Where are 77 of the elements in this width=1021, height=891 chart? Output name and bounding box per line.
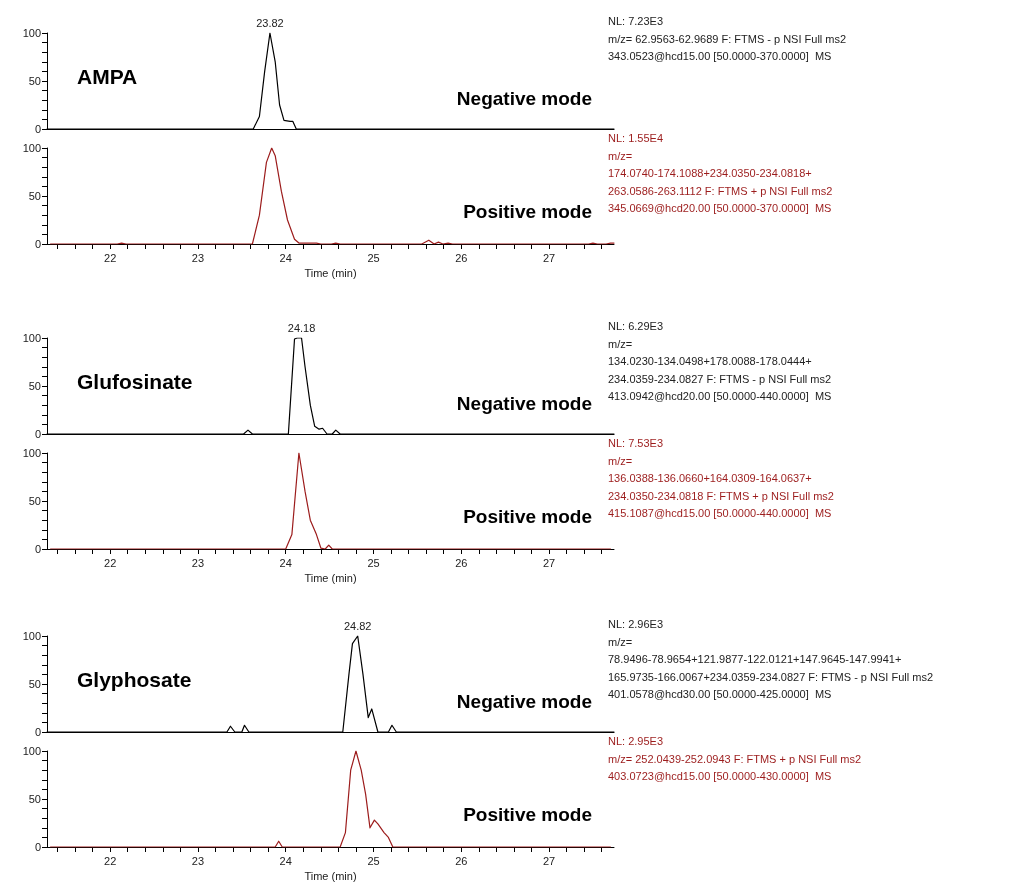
x-tick-label: 27 [542, 251, 556, 264]
y-tick-label: 100 [22, 332, 41, 344]
y-tick-label: 100 [22, 630, 41, 642]
y-tick-label: 100 [22, 745, 41, 757]
y-tick-label: 50 [28, 380, 41, 392]
text: Glufosinate [77, 370, 193, 393]
text: Glyphosate [77, 668, 192, 691]
y-tick-label: 0 [34, 238, 41, 250]
y-tick-label: 0 [34, 543, 41, 555]
x-axis-title: Time (min) [304, 267, 357, 280]
y-tick-label: 100 [22, 27, 41, 39]
x-axis-title: Time (min) [304, 870, 357, 883]
annotation: 413.0942@hcd20.00 [50.0000-440.0000] MS [608, 390, 832, 402]
annotation: 23.82 [256, 16, 284, 29]
text: NL: 6.29E3 [608, 320, 664, 332]
annotation: 415.1087@hcd15.00 [50.0000-440.0000] MS [608, 507, 832, 519]
text: Positive mode [463, 200, 592, 222]
x-tick-label: 26 [455, 854, 468, 867]
x-tick-label: 23 [191, 251, 205, 264]
annotation: m/z= [608, 635, 633, 648]
annotation: 24.82 [343, 619, 372, 632]
annotation: 24.18 [287, 321, 316, 334]
annotation: 174.0740-174.1088+234.0350-234.0818+ [608, 167, 812, 179]
y-tick-label: 0 [34, 428, 41, 440]
x-tick-label: 22 [104, 251, 117, 264]
x-tick-label: 25 [367, 251, 380, 264]
y-tick-label: 100 [22, 447, 41, 459]
annotation: 136.0388-136.0660+164.0309-164.0637+ [608, 472, 812, 484]
x-tick-label: 25 [367, 556, 380, 569]
y-tick-label: 50 [28, 678, 41, 690]
x-axis-title: Time (min) [304, 572, 357, 585]
text: Negative mode [456, 87, 592, 109]
x-tick-label: 22 [104, 556, 117, 569]
annotation: m/z= [608, 337, 633, 350]
annotation: 134.0230-134.0498+178.0088-178.0444+ [608, 355, 812, 367]
x-tick-label: 23 [191, 854, 205, 867]
text: Positive mode [463, 505, 592, 527]
x-tick-label: 25 [367, 854, 380, 867]
y-tick-label: 50 [28, 495, 41, 507]
x-tick-label: 24 [279, 251, 292, 264]
text: NL: 1.55E4 [608, 132, 664, 144]
x-tick-label: 27 [542, 854, 556, 867]
annotation: m/z= 252.0439-252.0943 F: FTMS + p NSI Full ms2 [608, 752, 862, 765]
x-tick-label: 24 [279, 556, 292, 569]
text: Negative mode [456, 392, 592, 414]
y-tick-label: 50 [28, 190, 41, 202]
annotation: m/z= [608, 149, 633, 162]
x-tick-label: 26 [455, 251, 468, 264]
y-tick-label: 50 [28, 793, 41, 805]
annotation: m/z= [608, 454, 633, 467]
y-tick-label: 0 [34, 123, 41, 135]
y-tick-label: 0 [34, 726, 41, 738]
annotation: 78.9496-78.9654+121.9877-122.0121+147.9645-147.9941+ [608, 653, 902, 665]
annotation: 343.0523@hcd15.00 [50.0000-370.0000] MS [608, 50, 832, 62]
text: NL: 2.95E3 [608, 735, 664, 747]
text: Positive mode [463, 803, 592, 825]
text: AMPA [77, 65, 138, 88]
annotation: 345.0669@hcd20.00 [50.0000-370.0000] MS [608, 202, 832, 214]
text: NL: 2.96E3 [608, 618, 664, 630]
annotation: 263.0586-263.1112 F: FTMS + p NSI Full ms2 [608, 184, 833, 197]
text: NL: 7.23E3 [608, 15, 664, 27]
x-tick-label: 23 [191, 556, 205, 569]
annotation: 401.0578@hcd30.00 [50.0000-425.0000] MS [608, 688, 832, 700]
y-tick-label: 50 [28, 75, 41, 87]
x-tick-label: 26 [455, 556, 468, 569]
annotation: 165.9735-166.0067+234.0359-234.0827 F: FTMS - p NSI Full ms2 [608, 670, 933, 683]
x-tick-label: 22 [104, 854, 117, 867]
x-tick-label: 27 [542, 556, 556, 569]
y-tick-label: 0 [34, 841, 41, 853]
x-tick-label: 24 [279, 854, 292, 867]
text: NL: 7.53E3 [608, 437, 664, 449]
annotation: 234.0350-234.0818 F: FTMS + p NSI Full ms2 [608, 489, 834, 502]
y-tick-label: 100 [22, 142, 41, 154]
text: Negative mode [456, 690, 592, 712]
annotation: 234.0359-234.0827 F: FTMS - p NSI Full ms2 [608, 372, 832, 385]
annotation: 403.0723@hcd15.00 [50.0000-430.0000] MS [608, 770, 832, 782]
annotation: m/z= 62.9563-62.9689 F: FTMS - p NSI Full ms2 [608, 32, 847, 45]
